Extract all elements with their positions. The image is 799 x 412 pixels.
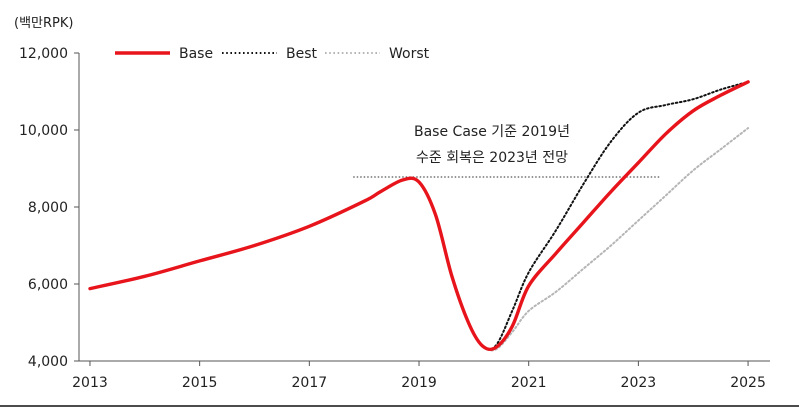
x-tick-label: 2015 <box>182 375 218 391</box>
y-unit-label: (백만RPK) <box>14 16 73 31</box>
annotation-line-1: Base Case 기준 2019년 <box>414 124 570 140</box>
series-layer <box>88 80 750 352</box>
y-tick-label: 10,000 <box>19 123 68 139</box>
legend: Base Best Worst <box>115 46 430 62</box>
x-axis-ticks: 2013 2015 2017 2019 2021 2023 2025 <box>72 361 766 391</box>
y-tick-label: 8,000 <box>28 200 68 216</box>
legend-label-best: Best <box>286 46 318 62</box>
x-tick-label: 2025 <box>730 375 766 391</box>
x-tick-label: 2021 <box>511 375 547 391</box>
x-tick-label: 2023 <box>621 375 657 391</box>
y-tick-label: 6,000 <box>28 277 68 293</box>
annotation-line-2: 수준 회복은 2023년 전망 <box>416 150 568 166</box>
x-tick-label: 2013 <box>72 375 108 391</box>
series-line-best <box>89 80 750 351</box>
legend-label-worst: Worst <box>389 46 430 62</box>
legend-label-base: Base <box>179 46 213 62</box>
series-line-base <box>88 80 750 352</box>
x-tick-label: 2019 <box>401 375 437 391</box>
x-tick-label: 2017 <box>292 375 328 391</box>
y-axis-ticks: 4,000 6,000 8,000 10,000 12,000 <box>19 46 79 370</box>
y-tick-label: 12,000 <box>19 46 68 62</box>
y-tick-label: 4,000 <box>28 354 68 370</box>
